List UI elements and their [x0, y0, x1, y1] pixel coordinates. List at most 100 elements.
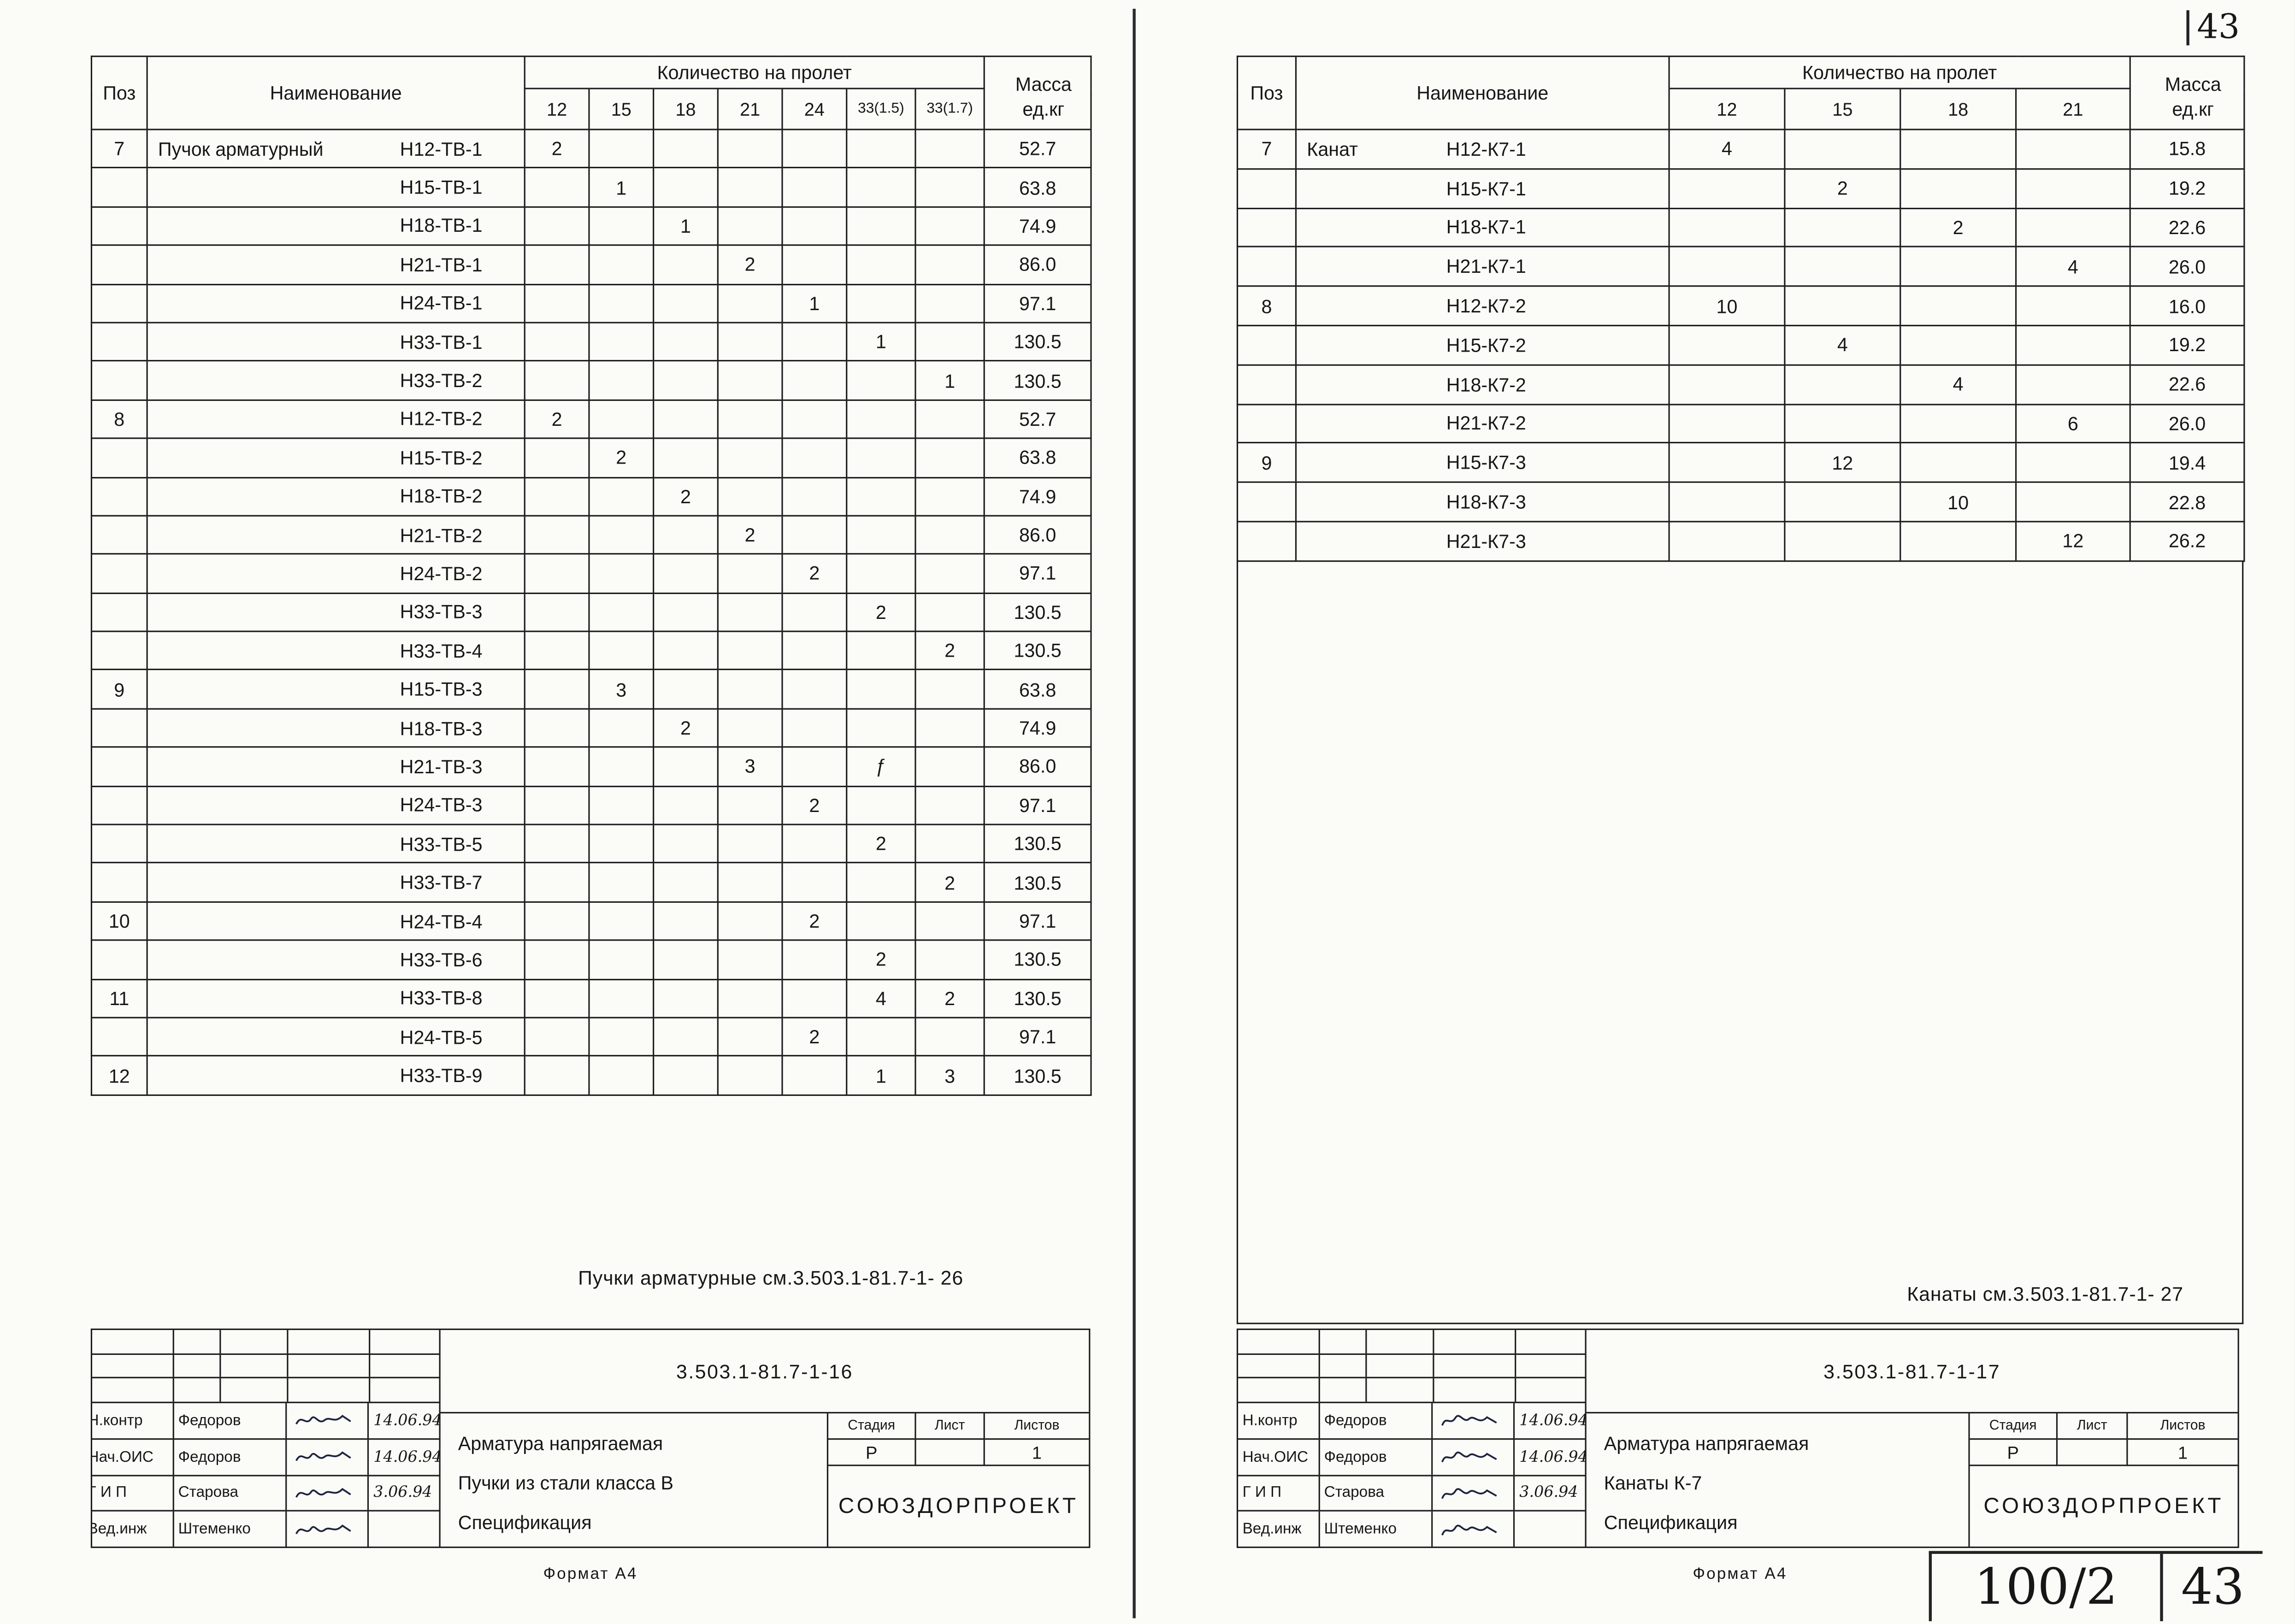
- qty-cell: [653, 824, 719, 864]
- qty-cell: [2015, 168, 2131, 209]
- qty-cell: [524, 1055, 590, 1096]
- qty-cell: [717, 592, 783, 632]
- stamp-person-row: Вед.инж Штеменко: [1238, 1512, 1585, 1547]
- poz-cell: [1236, 246, 1297, 287]
- qty-cell: [653, 129, 719, 169]
- mass-cell: 19.2: [2129, 324, 2245, 366]
- person-role: Вед.инж: [1238, 1512, 1320, 1547]
- mass-cell: 52.7: [983, 129, 1092, 169]
- qty-cell: [717, 708, 783, 748]
- stamp-title-line: Канаты К-7: [1604, 1472, 1702, 1494]
- item-code: Н18-К7-2: [1446, 373, 1526, 395]
- qty-cell: 3: [914, 1055, 985, 1096]
- name-cell: Н33-ТВ-3: [146, 592, 525, 632]
- item-code: Н21-ТВ-2: [400, 524, 483, 546]
- span-col-header: 18: [1900, 88, 2017, 130]
- qty-cell: [653, 630, 719, 671]
- qty-cell: [717, 1055, 783, 1096]
- item-code: Н33-ТВ-2: [400, 369, 483, 392]
- signature-icon: [1434, 1439, 1515, 1474]
- person-role: Г И П: [92, 1475, 174, 1511]
- col-header-poz: Поз: [90, 55, 148, 130]
- item-code: Н21-К7-1: [1446, 255, 1526, 278]
- poz-cell: [90, 322, 148, 362]
- qty-cell: 6: [2015, 403, 2131, 444]
- qty-cell: [588, 1017, 655, 1057]
- qty-cell: 3: [588, 669, 655, 710]
- qty-cell: [846, 437, 916, 478]
- qty-cell: [524, 1017, 590, 1057]
- qty-cell: 1: [846, 1055, 916, 1096]
- reference-note: Канаты см.3.503.1-81.7-1- 27: [1907, 1283, 2184, 1306]
- mass-cell: 16.0: [2129, 285, 2245, 326]
- reference-note: Пучки арматурные см.3.503.1-81.7-1- 26: [578, 1267, 964, 1289]
- item-code: Н18-ТВ-2: [400, 485, 483, 507]
- qty-cell: [653, 283, 719, 324]
- sheet-code-right: 43: [2181, 1558, 2245, 1617]
- mass-cell: 97.1: [983, 1017, 1092, 1057]
- item-code: Н15-К7-2: [1446, 334, 1526, 356]
- mass-cell: 74.9: [983, 476, 1092, 517]
- qty-cell: [588, 553, 655, 594]
- qty-cell: [781, 708, 848, 748]
- qty-cell: [1900, 442, 2017, 483]
- qty-cell: [781, 360, 848, 401]
- qty-cell: [914, 437, 985, 478]
- qty-cell: [524, 553, 590, 594]
- qty-cell: 2: [846, 592, 916, 632]
- qty-cell: [717, 399, 783, 439]
- name-cell: Н15-ТВ-2: [146, 437, 525, 478]
- qty-cell: 2: [524, 129, 590, 169]
- qty-cell: [781, 939, 848, 980]
- org-name: СОЮЗДОРПРОЕКТ: [1983, 1494, 2224, 1519]
- name-cell: Н15-ТВ-1: [146, 167, 525, 208]
- qty-cell: [2015, 324, 2131, 366]
- mass-cell: 130.5: [983, 592, 1092, 632]
- name-cell: Н33-ТВ-9: [146, 1055, 525, 1096]
- stage-label: Стадия: [1970, 1413, 2058, 1440]
- poz-cell: 9: [1236, 442, 1297, 483]
- poz-cell: [90, 708, 148, 748]
- qty-cell: [653, 360, 719, 401]
- qty-cell: [914, 515, 985, 555]
- qty-cell: 1: [846, 322, 916, 362]
- qty-cell: 1: [653, 206, 719, 246]
- format-label: Формат А4: [543, 1565, 638, 1583]
- qty-cell: [524, 167, 590, 208]
- qty-cell: 4: [2015, 246, 2131, 287]
- poz-cell: [90, 939, 148, 980]
- item-code: Н24-ТВ-4: [400, 910, 483, 932]
- poz-cell: [90, 592, 148, 632]
- qty-cell: [781, 399, 848, 439]
- qty-cell: [781, 862, 848, 903]
- span-col-header: 33(1.7): [914, 88, 985, 130]
- qty-cell: [781, 129, 848, 169]
- qty-cell: [846, 515, 916, 555]
- qty-cell: [846, 708, 916, 748]
- stamp-person-row: Нач.ОИС Федоров 14.06.94: [92, 1439, 439, 1476]
- poz-cell: 8: [1236, 285, 1297, 326]
- name-cell: Н18-ТВ-2: [146, 476, 525, 517]
- sheet-code-box: 100/2 43: [1929, 1551, 2263, 1621]
- poz-cell: [1236, 403, 1297, 444]
- sign-date: 3.06.94: [1519, 1484, 1578, 1502]
- item-code: Н18-ТВ-1: [400, 215, 483, 237]
- poz-cell: 12: [90, 1055, 148, 1096]
- qty-cell: 2: [717, 244, 783, 285]
- name-cell: Н24-ТВ-1: [146, 283, 525, 324]
- qty-cell: [1668, 324, 1786, 366]
- table-row: Н15-К7-2 4 19.2: [1236, 324, 2245, 366]
- poz-cell: [90, 553, 148, 594]
- qty-cell: [1900, 403, 2017, 444]
- qty-cell: [653, 669, 719, 710]
- qty-cell: 4: [1900, 364, 2017, 405]
- qty-cell: [1784, 207, 1901, 248]
- col-header-mass: Масса ед.кг: [983, 55, 1092, 130]
- table-row: Н33-ТВ-5 2 130.5: [90, 824, 1092, 864]
- qty-cell: 2: [914, 630, 985, 671]
- sign-date: 3.06.94: [373, 1484, 432, 1502]
- person-role: Г И П: [1238, 1475, 1320, 1511]
- name-cell: Н18-К7-3: [1295, 482, 1670, 523]
- qty-cell: [653, 747, 719, 787]
- name-cell: Н15-ТВ-3: [146, 669, 525, 710]
